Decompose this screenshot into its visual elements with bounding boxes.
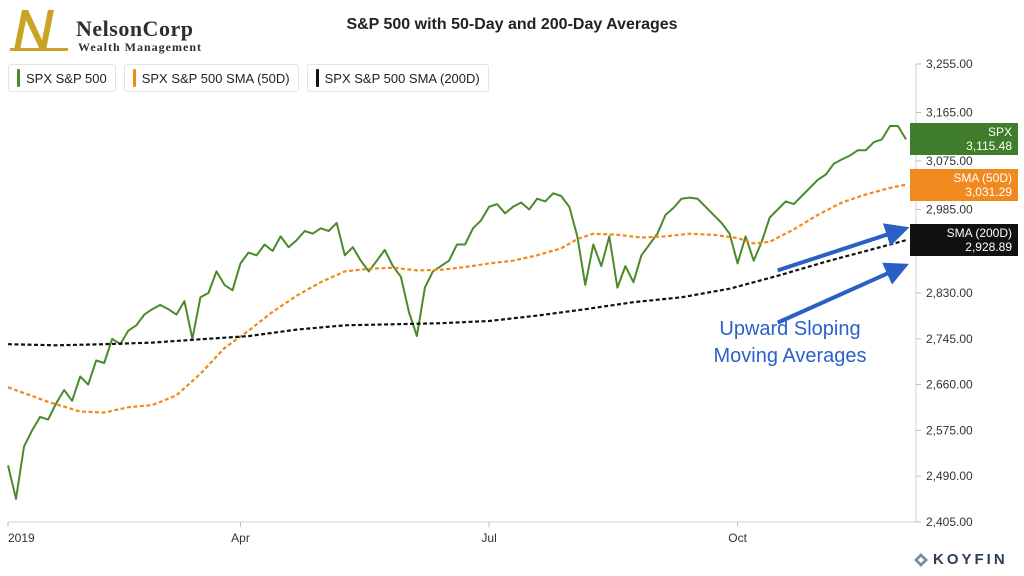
logo-name: NelsonCorp bbox=[76, 16, 194, 41]
annotation-arrow-2 bbox=[776, 262, 909, 325]
logo-mark-icon bbox=[10, 10, 68, 51]
chart-annotation: Upward Sloping Moving Averages bbox=[690, 316, 890, 370]
legend-item-sma-50d[interactable]: SPX S&P 500 SMA (50D) bbox=[123, 64, 299, 92]
koyfin-logo-icon bbox=[914, 552, 928, 567]
y-tick-label: 3,255.00 bbox=[926, 57, 973, 71]
y-tick-label: 2,745.00 bbox=[926, 332, 973, 346]
y-tick-label: 2,830.00 bbox=[926, 286, 973, 300]
series-line-sma-50d bbox=[7, 183, 907, 414]
x-tick-label: Apr bbox=[231, 531, 250, 545]
tag-value: 3,031.29 bbox=[965, 184, 1012, 199]
legend-swatch bbox=[132, 69, 136, 87]
x-tick-label: 2019 bbox=[8, 531, 35, 545]
legend-item-spx[interactable]: SPX S&P 500 bbox=[8, 64, 116, 92]
koyfin-label: KOYFIN bbox=[933, 551, 1008, 568]
chart-legend: SPX S&P 500 SPX S&P 500 SMA (50D) SPX S&P … bbox=[8, 64, 489, 92]
koyfin-watermark: KOYFIN bbox=[914, 551, 1008, 568]
legend-swatch bbox=[315, 69, 319, 87]
legend-item-sma-200d[interactable]: SPX S&P 500 SMA (200D) bbox=[306, 64, 489, 92]
series-line-sma-200d bbox=[7, 239, 907, 347]
annotation-line-1: Upward Sloping bbox=[719, 318, 861, 340]
y-tick-label: 2,575.00 bbox=[926, 423, 973, 437]
x-tick-label: Jul bbox=[481, 531, 496, 545]
tag-value: 3,115.48 bbox=[966, 139, 1012, 154]
legend-label: SPX S&P 500 SMA (200D) bbox=[324, 70, 480, 86]
annotation-line-2: Moving Averages bbox=[713, 345, 867, 367]
nelsoncorp-logo: NelsonCorp Wealth Management bbox=[8, 6, 228, 56]
last-value-tag-sma-200d: SMA (200D) 2,928.89 bbox=[910, 223, 1018, 256]
y-tick-label: 2,660.00 bbox=[926, 378, 973, 392]
y-tick-label: 2,405.00 bbox=[926, 515, 973, 529]
y-tick-label: 3,165.00 bbox=[926, 105, 973, 119]
annotation-arrow-1 bbox=[777, 223, 910, 273]
tag-label: SMA (200D) bbox=[946, 225, 1012, 240]
legend-label: SPX S&P 500 bbox=[26, 70, 107, 86]
y-tick-label: 3,075.00 bbox=[926, 154, 973, 168]
logo-subtitle: Wealth Management bbox=[78, 40, 202, 54]
series-line-spx bbox=[7, 125, 907, 500]
legend-label: SPX S&P 500 SMA (50D) bbox=[141, 70, 290, 86]
y-tick-label: 2,985.00 bbox=[926, 202, 973, 216]
tag-label: SMA (50D) bbox=[953, 170, 1012, 185]
x-tick-label: Oct bbox=[728, 531, 747, 545]
last-value-tag-sma-50d: SMA (50D) 3,031.29 bbox=[910, 168, 1018, 201]
last-value-tag-spx: SPX 3,115.48 bbox=[910, 123, 1018, 156]
tag-value: 2,928.89 bbox=[965, 239, 1012, 254]
legend-swatch bbox=[17, 69, 20, 87]
tag-label: SPX bbox=[987, 125, 1012, 140]
chart-title: S&P 500 with 50-Day and 200-Day Averages bbox=[346, 16, 678, 33]
y-tick-label: 2,490.00 bbox=[926, 469, 973, 483]
